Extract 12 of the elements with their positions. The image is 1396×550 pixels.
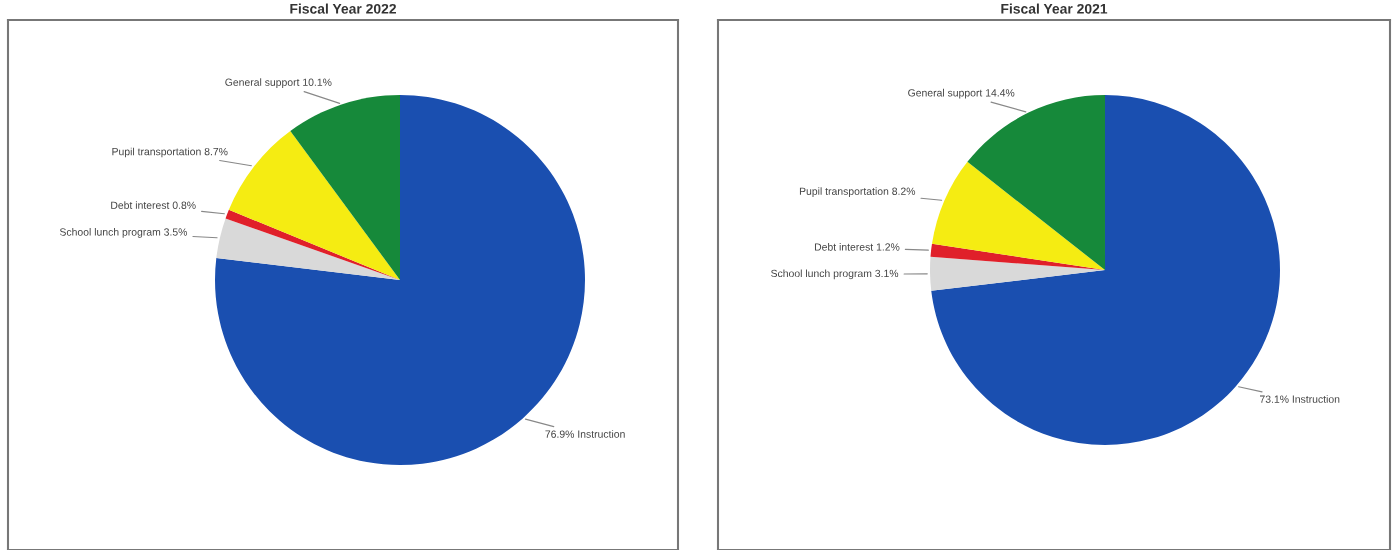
slice-label: General support 14.4% — [908, 88, 1015, 99]
slice-label: Pupil transportation 8.7% — [112, 147, 228, 158]
slice-label: Debt interest 1.2% — [814, 243, 900, 251]
slice-label: 73.1% Instruction — [1260, 395, 1340, 403]
slice-label: General support 10.1% — [225, 78, 332, 88]
slice-label: School lunch program 3.1% — [771, 269, 899, 280]
chart-title: Fiscal Year 2021 — [1001, 3, 1108, 14]
slice-label: Debt interest 0.8% — [111, 201, 196, 209]
slice-label: 76.9% Instruction — [545, 430, 625, 438]
slice-label: Pupil transportation 8.2% — [799, 187, 916, 198]
chart-title: Fiscal Year 2022 — [290, 3, 396, 14]
slice-label: School lunch program 3.5% — [59, 228, 188, 238]
